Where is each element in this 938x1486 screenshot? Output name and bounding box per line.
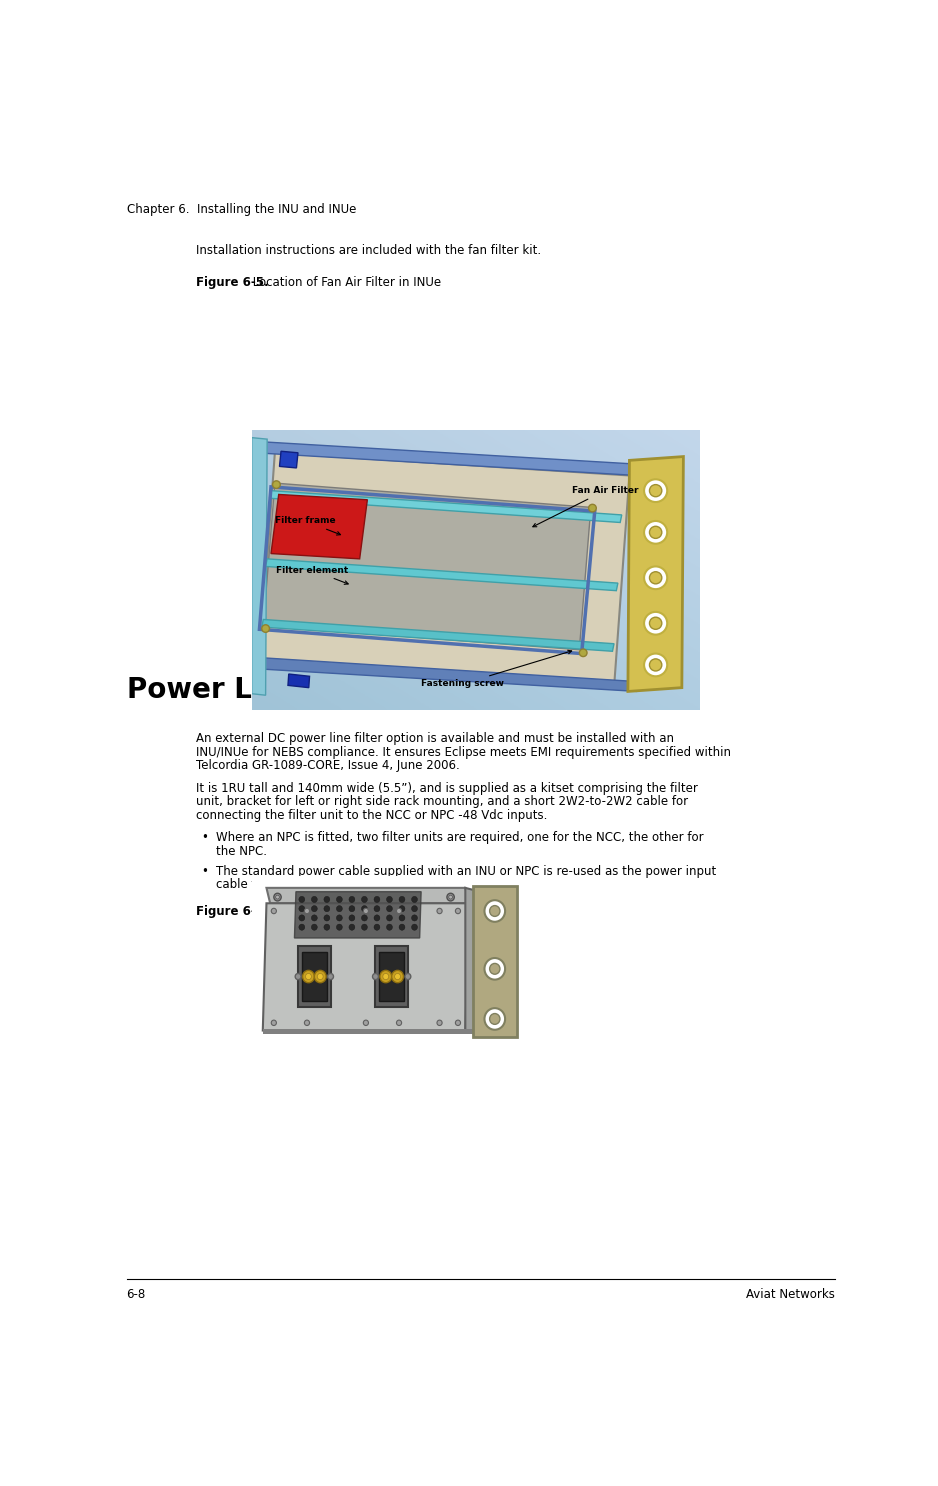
Text: connecting the filter unit to the NCC or NPC -48 Vdc inputs.: connecting the filter unit to the NCC or… bbox=[196, 808, 548, 822]
Text: Telcordia GR-1089-CORE, Issue 4, June 2006.: Telcordia GR-1089-CORE, Issue 4, June 20… bbox=[196, 759, 460, 773]
Text: •: • bbox=[202, 832, 208, 844]
Text: 6-8: 6-8 bbox=[127, 1288, 145, 1302]
Text: It is 1RU tall and 140mm wide (5.5”), and is supplied as a kitset comprising the: It is 1RU tall and 140mm wide (5.5”), an… bbox=[196, 782, 698, 795]
Text: Installation instructions are included with the fan filter kit.: Installation instructions are included w… bbox=[196, 244, 541, 257]
Text: The standard power cable supplied with an INU or NPC is re-used as the power inp: The standard power cable supplied with a… bbox=[216, 865, 716, 878]
Text: the NPC.: the NPC. bbox=[216, 846, 266, 857]
Text: Power Line Filter Option: Power Line Filter Option bbox=[127, 676, 508, 704]
Text: cable for the filter unit.: cable for the filter unit. bbox=[216, 878, 353, 892]
Text: Figure 6-5.: Figure 6-5. bbox=[196, 275, 269, 288]
Text: unit, bracket for left or right side rack mounting, and a short 2W2-to-2W2 cable: unit, bracket for left or right side rac… bbox=[196, 795, 688, 808]
Text: Location of Fan Air Filter in INUe: Location of Fan Air Filter in INUe bbox=[249, 275, 441, 288]
Text: Aviat Networks: Aviat Networks bbox=[746, 1288, 835, 1302]
Text: Where an NPC is fitted, two filter units are required, one for the NCC, the othe: Where an NPC is fitted, two filter units… bbox=[216, 832, 704, 844]
Text: Chapter 6.  Installing the INU and INUe: Chapter 6. Installing the INU and INUe bbox=[127, 204, 356, 217]
Text: Power Line Filter with Bracket: Power Line Filter with Bracket bbox=[249, 905, 428, 918]
Text: •: • bbox=[202, 865, 208, 878]
Text: An external DC power line filter option is available and must be installed with : An external DC power line filter option … bbox=[196, 733, 674, 744]
Text: INU/INUe for NEBS compliance. It ensures Eclipse meets EMI requirements specifie: INU/INUe for NEBS compliance. It ensures… bbox=[196, 746, 732, 758]
Text: Figure 6-6.: Figure 6-6. bbox=[196, 905, 269, 918]
